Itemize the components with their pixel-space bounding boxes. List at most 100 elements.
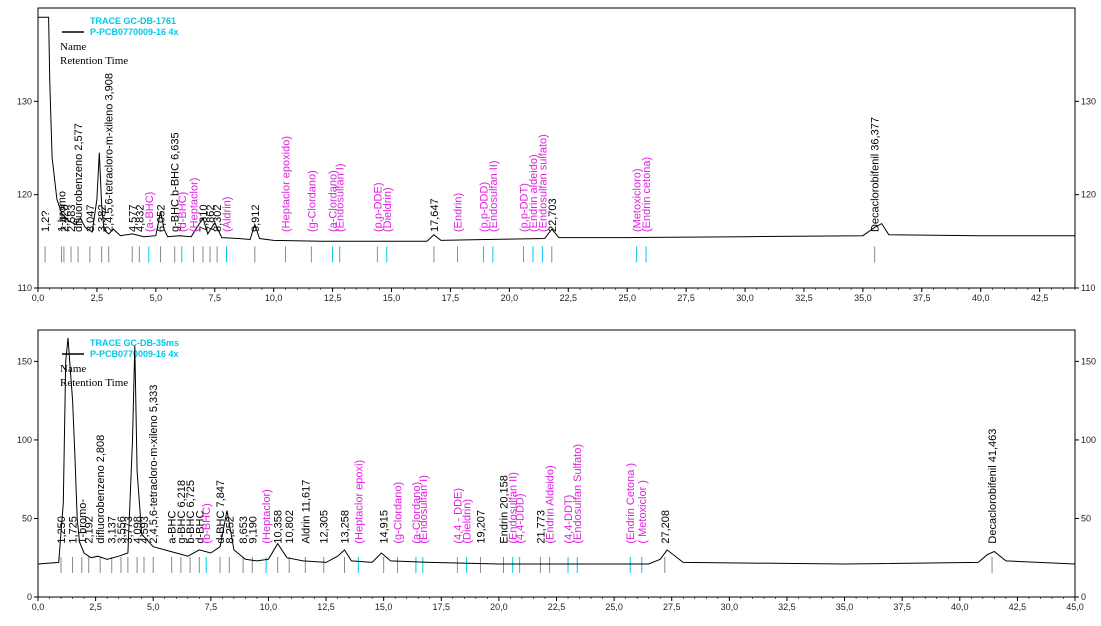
bottom-legend-name: Name <box>60 363 86 375</box>
bottom-legend-title: TRACE GC-DB-35ms <box>90 338 179 348</box>
bottom-x-tick-label: 35,0 <box>836 602 854 612</box>
bottom-peak-label: 4,593 <box>139 516 151 544</box>
top-y-tick-label-right: 110 <box>1081 283 1095 293</box>
top-peak-label: (Heptaclor epoxido) <box>280 136 292 232</box>
top-peak-label: (Aldrin) <box>222 197 234 232</box>
bottom-peak-label: 19,207 <box>475 510 487 544</box>
top-x-tick-label: 2,5 <box>91 293 104 303</box>
top-y-tick-label-left: 120 <box>17 190 32 200</box>
top-peak-label: 2,428 <box>59 204 71 232</box>
bottom-peak-label: ( Metoxiclor ) <box>637 480 649 544</box>
top-chromatogram-trace <box>38 16 1075 242</box>
bottom-peak-label: 8,653 <box>238 516 250 544</box>
top-x-tick-label: 40,0 <box>972 293 990 303</box>
bottom-x-tick-label: 27,5 <box>663 602 681 612</box>
bottom-peak-label: (Endosulfan I) <box>418 475 430 543</box>
top-peak-label: 4,577 <box>127 204 139 232</box>
bottom-x-tick-label: 40,0 <box>951 602 969 612</box>
top-x-tick-label: 32,5 <box>795 293 813 303</box>
bottom-peak-label: 4,098 <box>132 516 144 544</box>
bottom-peak-label: 9,190 <box>247 516 259 544</box>
bottom-x-tick-label: 7,5 <box>205 602 218 612</box>
bottom-peak-label: (4,4 - DDE) <box>452 488 464 544</box>
top-legend-name: Name <box>60 41 86 53</box>
bottom-peak-label: 10,802 <box>284 510 296 544</box>
bottom-plot-frame <box>37 329 1076 598</box>
top-peak-label: (Endosulfan sulfato) <box>537 134 549 232</box>
top-x-tick-label: 27,5 <box>677 293 695 303</box>
bottom-y-tick-label-left: 0 <box>27 592 32 602</box>
bottom-peak-label: 8,252 <box>224 516 236 544</box>
bottom-y-tick-label-right: 0 <box>1081 592 1086 602</box>
bottom-peak-label: Decaclorobifenil 41,463 <box>987 429 999 544</box>
bottom-peak-label: (Endosulfan II) <box>508 472 520 544</box>
bottom-y-tick-label-left: 50 <box>22 513 32 523</box>
top-peak-label: (g-Clordano) <box>306 170 318 232</box>
top-peak-label: 4,832 <box>134 204 146 232</box>
bottom-x-tick-label: 17,5 <box>433 602 451 612</box>
bottom-x-tick-label: 5,0 <box>147 602 160 612</box>
top-peak-label: (a-Clordano) <box>328 170 340 232</box>
bottom-peak-label: d-BHC 7,847 <box>215 480 227 544</box>
bottom-peak-label: 10,358 <box>273 510 285 544</box>
top-peak-label: 1-bromo <box>57 191 69 232</box>
top-peak-label: 2,583 <box>66 204 78 232</box>
bottom-x-tick-label: 30,0 <box>721 602 739 612</box>
bottom-x-tick-label: 32,5 <box>778 602 796 612</box>
bottom-peak-label: (Heptaclor) <box>261 489 273 543</box>
bottom-peak-label: (Heptaclor epoxi) <box>353 460 365 544</box>
bottom-peak-label: (a-Clordano) <box>411 482 423 544</box>
top-x-tick-label: 15,0 <box>383 293 401 303</box>
bottom-x-tick-label: 45,0 <box>1066 602 1084 612</box>
bottom-x-tick-label: 15,0 <box>375 602 393 612</box>
top-peak-label: (Endosulfan II) <box>488 160 500 232</box>
top-x-tick-label: 20,0 <box>501 293 519 303</box>
bottom-y-tick-label-left: 100 <box>17 435 32 445</box>
bottom-x-tick-label: 25,0 <box>605 602 623 612</box>
top-legend-subtitle: P-PCB0770009-16 4x <box>90 27 179 37</box>
top-x-tick-label: 35,0 <box>854 293 872 303</box>
top-peak-label: (p,p-DDD) <box>478 182 490 232</box>
bottom-peak-label: 3,556 <box>116 516 128 544</box>
top-peak-label: (Endrin cetona) <box>641 157 653 232</box>
bottom-peak-label: (b-BHC) <box>201 503 213 543</box>
top-y-tick-label-right: 120 <box>1081 190 1096 200</box>
top-peak-label: (Heptaclor) <box>189 178 201 232</box>
top-x-tick-label: 17,5 <box>442 293 460 303</box>
bottom-peak-label: 2,192 <box>84 516 96 544</box>
bottom-peak-label: 2,4,5,6-tetracloro-m-xileno 5,333 <box>148 385 160 544</box>
top-peak-label: difluorobenzeno 2,577 <box>73 123 85 232</box>
top-peak-label: (p,p-DDT) <box>519 183 531 232</box>
bottom-peak-label: (Endrin Aldeido) <box>545 465 557 543</box>
bottom-peak-label: 12,305 <box>319 510 331 544</box>
top-x-tick-label: 0,0 <box>32 293 45 303</box>
top-peak-label: 3,382 <box>97 204 109 232</box>
top-peak-label: 22,703 <box>547 198 559 232</box>
bottom-peak-label: 21,773 <box>535 510 547 544</box>
bottom-peak-label: (4,4-DDD) <box>515 493 527 543</box>
bottom-peak-label: (Dieldrin) <box>462 499 474 544</box>
top-peak-label: 3,047 <box>85 204 97 232</box>
top-peak-label: (Dieldrin) <box>382 187 394 232</box>
top-peak-label: 17,647 <box>429 198 441 232</box>
top-legend-retention-time: Retention Time <box>60 55 128 67</box>
bottom-chromatogram-trace <box>37 337 1076 565</box>
bottom-peak-label: (Endosulfan Sulfato) <box>572 444 584 544</box>
bottom-x-tick-label: 2,5 <box>89 602 102 612</box>
top-peak-label: (Endrin aldeido) <box>528 154 540 232</box>
bottom-x-tick-label: 12,5 <box>317 602 335 612</box>
bottom-peak-label: 14,915 <box>379 510 391 544</box>
bottom-peak-label: difluorobenzeno 2,808 <box>95 435 107 544</box>
top-peak-label: g-BHC b-BHC 6,635 <box>170 132 182 232</box>
top-x-tick-label: 25,0 <box>618 293 636 303</box>
top-x-tick-label: 42,5 <box>1031 293 1049 303</box>
bottom-peak-label: 1-bromo- <box>77 499 89 544</box>
top-x-tick-label: 7,5 <box>209 293 222 303</box>
top-peak-label: (d-BHC) <box>177 192 189 232</box>
top-y-tick-label-left: 110 <box>18 283 32 293</box>
top-x-tick-label: 37,5 <box>913 293 931 303</box>
top-peak-label: 7,310 <box>198 204 210 232</box>
bottom-peak-label: (4,4-DDT) <box>563 495 575 544</box>
bottom-peak-label: 1,250 <box>56 516 68 544</box>
